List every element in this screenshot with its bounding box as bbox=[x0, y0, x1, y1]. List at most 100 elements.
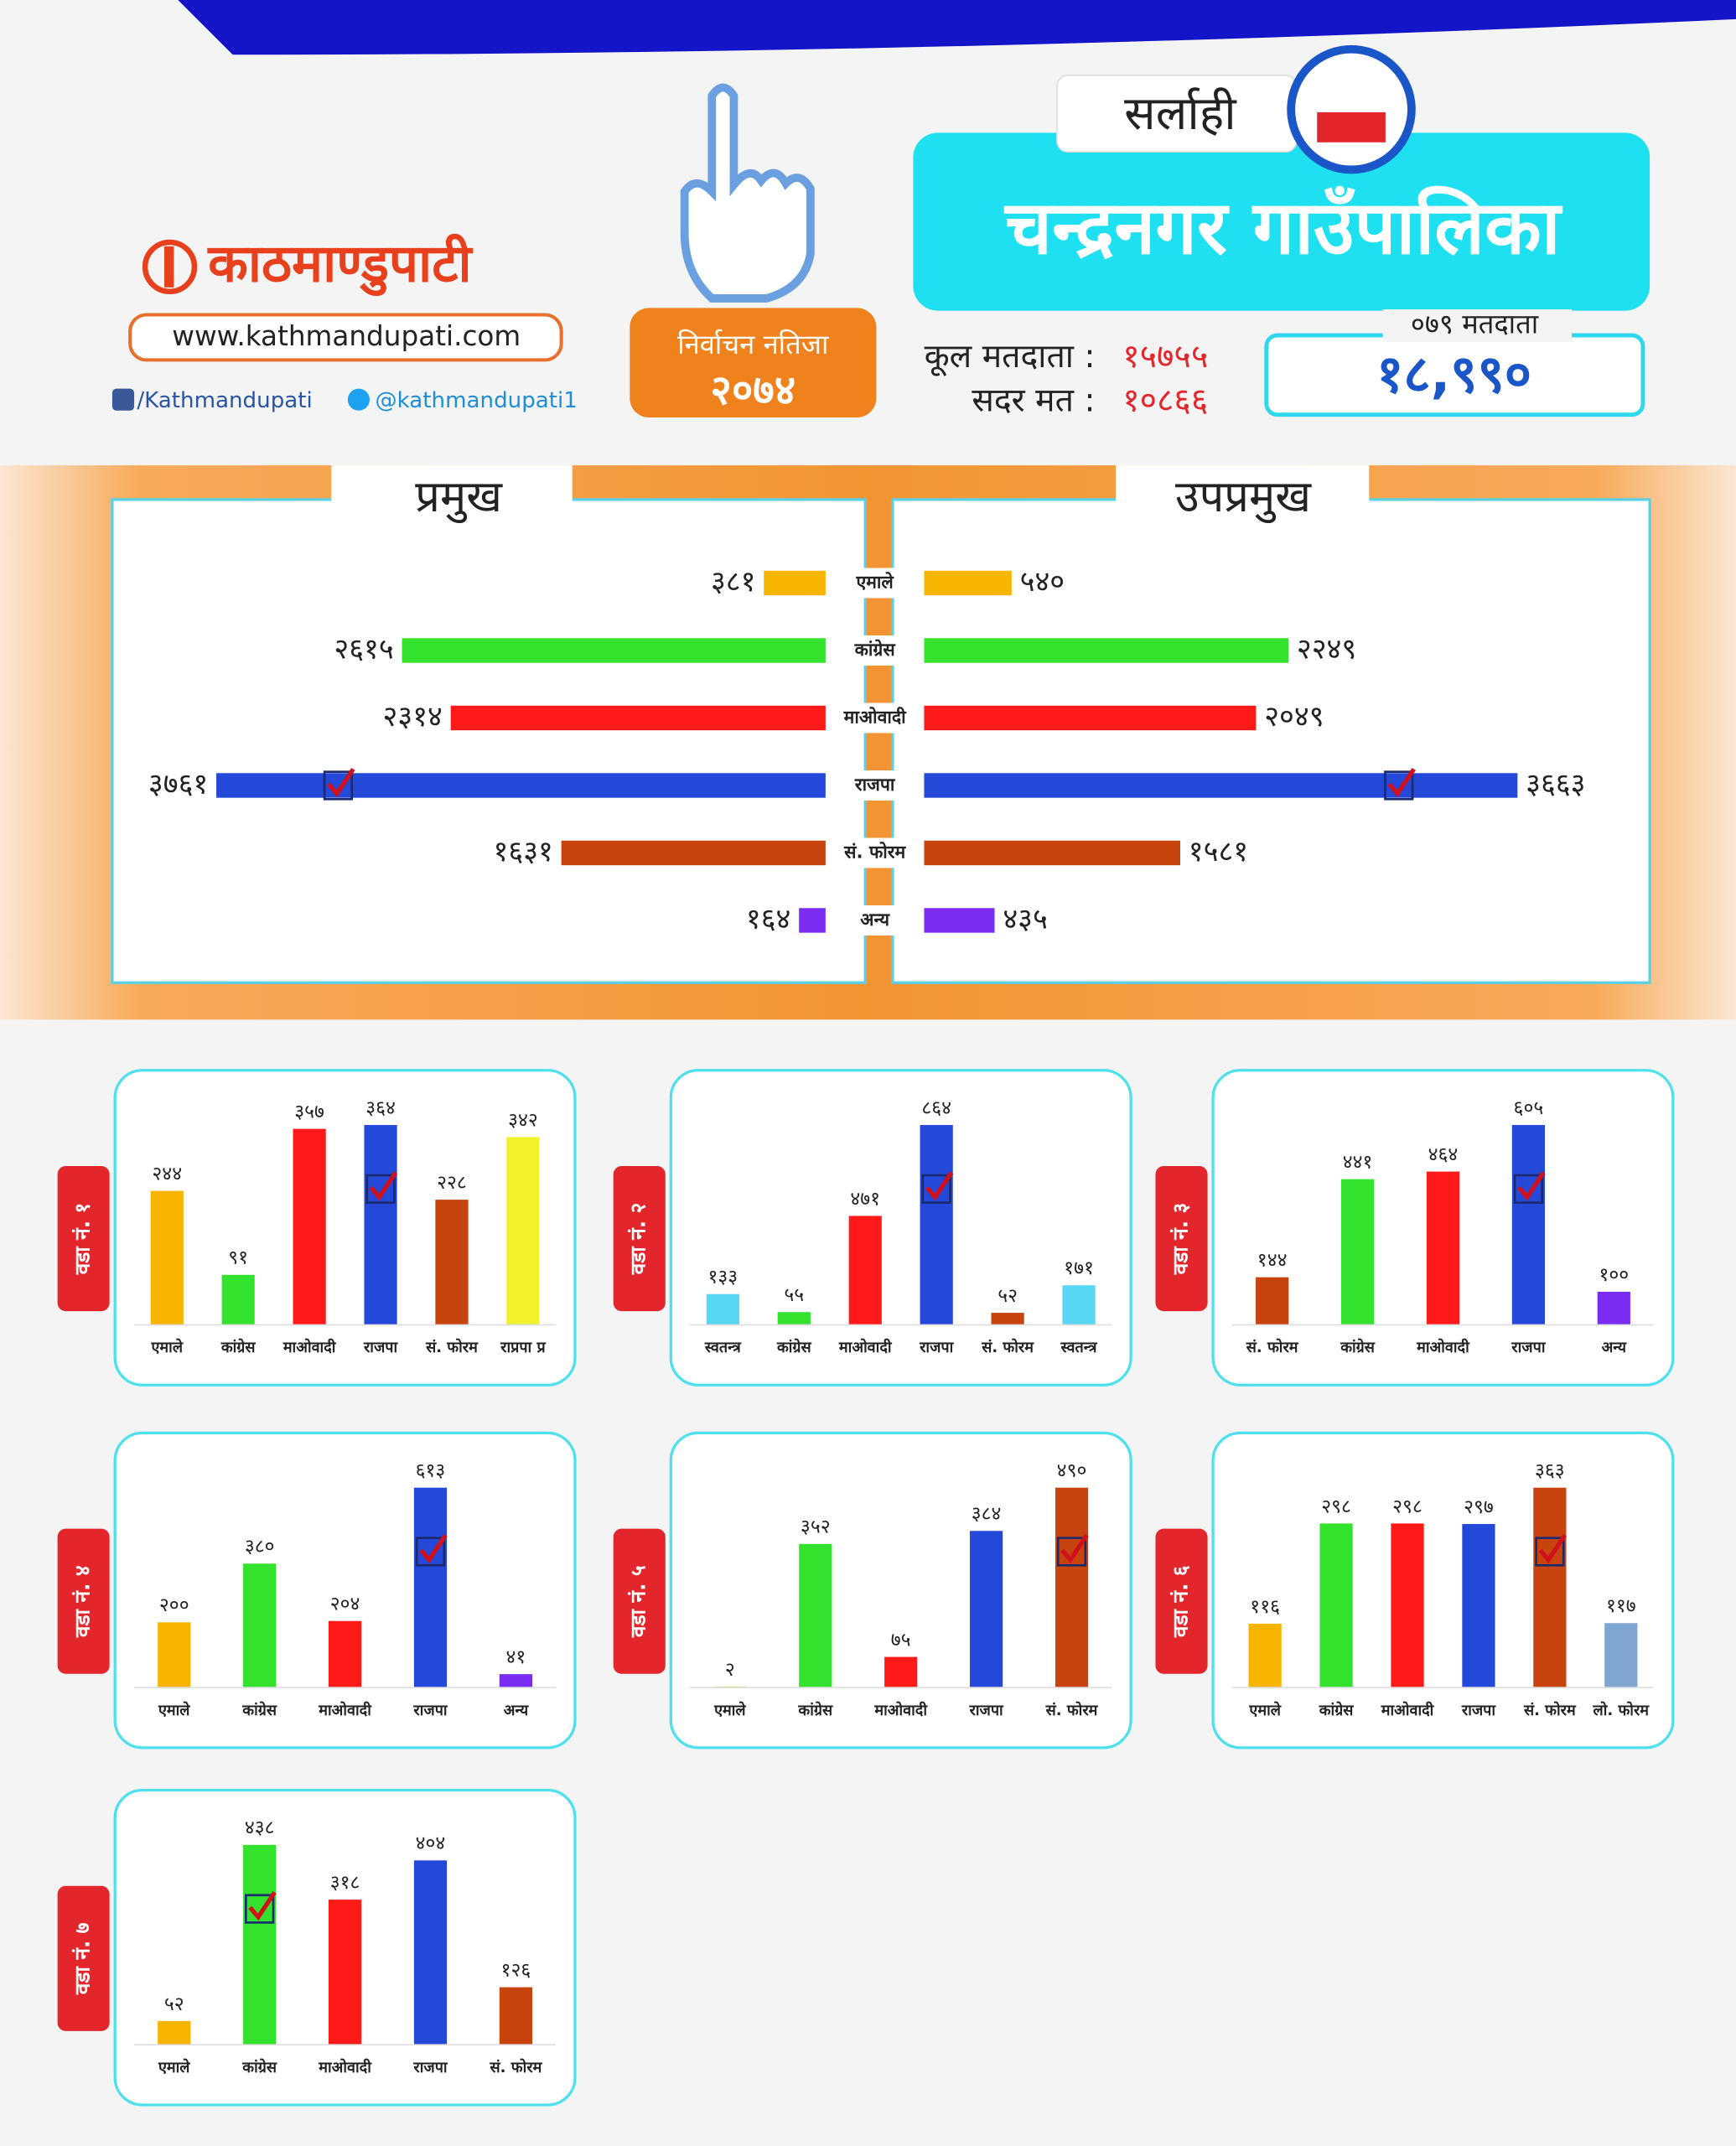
bar bbox=[706, 1293, 739, 1325]
category-label: एमाले bbox=[1248, 1701, 1281, 1719]
ward-panel bbox=[669, 1431, 1132, 1749]
series-label: उपप्रमुख bbox=[1175, 472, 1312, 523]
facebook-handle[interactable]: /Kathmandupati bbox=[137, 388, 312, 413]
category-label: अन्य bbox=[504, 1702, 530, 1719]
bar bbox=[1426, 1171, 1460, 1325]
value-label: २२८ bbox=[437, 1172, 467, 1194]
bar bbox=[924, 908, 995, 933]
bar bbox=[243, 1563, 277, 1688]
bar bbox=[1533, 1487, 1567, 1688]
ward-title: वडा नं. ७ bbox=[70, 1922, 95, 1995]
winner-check bbox=[327, 767, 355, 798]
category-label: कांग्रेस bbox=[220, 1338, 257, 1356]
bar bbox=[1062, 1285, 1096, 1325]
value-label: १२६ bbox=[501, 1960, 531, 1982]
bar bbox=[1055, 1487, 1089, 1688]
value-label: २ bbox=[725, 1659, 735, 1681]
winner-check bbox=[365, 1174, 396, 1204]
winner-check bbox=[1384, 770, 1414, 801]
ward-tab bbox=[613, 1528, 666, 1674]
value-label: ३८१ bbox=[711, 565, 755, 599]
ward-tab bbox=[57, 1166, 110, 1312]
value-label: ४३८ bbox=[245, 1817, 275, 1839]
value-label: २९८ bbox=[1392, 1495, 1422, 1517]
category-label: माओवादी bbox=[318, 1701, 372, 1719]
value-label: ३६६३ bbox=[1526, 767, 1585, 801]
bar bbox=[1340, 1179, 1375, 1325]
value-label: ३४२ bbox=[508, 1109, 538, 1131]
value-label: ३७६१ bbox=[148, 767, 208, 801]
category-label: एमाले bbox=[151, 1338, 184, 1356]
winner-check bbox=[925, 1171, 954, 1201]
value-label: ३५७ bbox=[294, 1102, 324, 1123]
bar bbox=[499, 1674, 533, 1688]
category-label: माओवादी bbox=[1381, 1701, 1435, 1719]
ward-tab bbox=[1155, 1528, 1208, 1674]
value-label: ४१ bbox=[506, 1646, 526, 1668]
value-label: २०० bbox=[159, 1594, 189, 1616]
value-label: ५२ bbox=[998, 1285, 1018, 1307]
bar bbox=[1597, 1292, 1630, 1325]
ward-panel bbox=[113, 1069, 577, 1387]
bar bbox=[221, 1274, 255, 1325]
winner-check bbox=[1513, 1174, 1544, 1204]
category-label: राजपा bbox=[854, 775, 896, 796]
bar bbox=[413, 1487, 448, 1688]
logo-text: काठमाण्डुपाटी bbox=[207, 232, 473, 296]
category-label: अन्य bbox=[860, 910, 890, 930]
value-label: ४३५ bbox=[1003, 902, 1047, 936]
category-box bbox=[827, 837, 923, 868]
bar bbox=[328, 1620, 362, 1688]
winner-check bbox=[1538, 1533, 1568, 1564]
category-label: माओवादी bbox=[1416, 1338, 1470, 1356]
twitter-handle[interactable]: @kathmandupati1 bbox=[376, 388, 578, 413]
category-box bbox=[827, 702, 923, 733]
bar bbox=[1256, 1277, 1289, 1325]
value-label: १५८१ bbox=[1189, 835, 1248, 868]
bar bbox=[1462, 1524, 1495, 1688]
value-label: २४४ bbox=[152, 1164, 182, 1185]
winner-check bbox=[415, 1537, 446, 1567]
category-label: स्वतन्त्र bbox=[704, 1339, 742, 1356]
category-label: एमाले bbox=[158, 2058, 190, 2076]
value-label: ४६४ bbox=[1428, 1144, 1459, 1166]
value-label: १६४ bbox=[746, 902, 790, 936]
value-label: २३१४ bbox=[383, 700, 443, 733]
bar bbox=[924, 705, 1257, 731]
category-label: राजपा bbox=[1461, 1702, 1497, 1719]
category-label: सं. फोरम bbox=[843, 841, 906, 863]
category-label: कांग्रेस bbox=[1340, 1338, 1376, 1356]
category-label: कांग्रेस bbox=[776, 1338, 812, 1356]
value-label: ४४१ bbox=[1343, 1152, 1373, 1174]
voters-079: १८,९९० bbox=[1376, 344, 1531, 405]
bar bbox=[158, 2020, 191, 2045]
bar bbox=[328, 1900, 362, 2045]
category-label: एमाले bbox=[158, 1701, 190, 1719]
bar bbox=[413, 1860, 448, 2045]
bar bbox=[450, 705, 826, 731]
value-label: ५४० bbox=[1020, 565, 1065, 599]
bar bbox=[1319, 1523, 1353, 1688]
website[interactable]: www.kathmandupati.com bbox=[172, 320, 521, 352]
winner-check bbox=[1056, 1537, 1087, 1567]
value-label: ४९० bbox=[1057, 1460, 1087, 1482]
category-label: राजपा bbox=[919, 1339, 955, 1356]
value-label: ७५ bbox=[891, 1629, 911, 1651]
value-label: २२४९ bbox=[1297, 633, 1356, 666]
value-label: १३३ bbox=[708, 1267, 738, 1288]
bar bbox=[920, 1125, 953, 1325]
district: सर्लाही bbox=[1124, 86, 1237, 141]
value-label: ३६३ bbox=[1535, 1460, 1565, 1482]
value-label: १०० bbox=[1599, 1264, 1629, 1286]
bar bbox=[991, 1313, 1024, 1325]
category-box bbox=[827, 905, 923, 936]
bar bbox=[1248, 1623, 1282, 1688]
bar bbox=[216, 773, 826, 798]
website-box bbox=[128, 313, 563, 362]
municipality-box bbox=[913, 132, 1650, 311]
value-label: ५५ bbox=[784, 1284, 804, 1306]
badge-title: निर्वाचन नतिजा bbox=[677, 329, 829, 360]
result-badge bbox=[630, 308, 877, 417]
category-label: कांग्रेस bbox=[241, 1701, 277, 1719]
